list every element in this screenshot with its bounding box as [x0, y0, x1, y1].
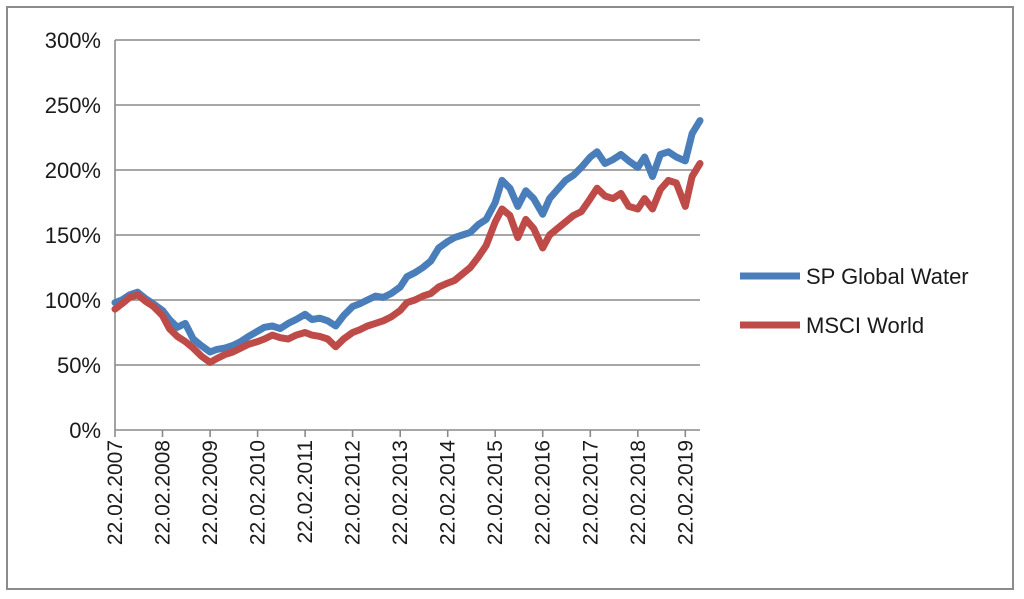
y-tick-labels: 0% 50% 100% 150% 200% 250% 300%	[45, 28, 101, 443]
x-tick-label: 22.02.2014	[437, 440, 460, 545]
x-tick-label: 22.02.2015	[484, 440, 507, 545]
axes	[114, 40, 700, 437]
x-tick-label: 22.02.2008	[151, 440, 174, 545]
x-tick-label: 22.02.2011	[294, 440, 317, 544]
legend: SP Global Water MSCI World	[740, 264, 969, 338]
legend-label: SP Global Water	[806, 264, 969, 289]
y-tick-label: 0%	[69, 418, 101, 443]
series-lines	[111, 117, 704, 366]
x-tick-label: 22.02.2010	[247, 440, 270, 545]
x-tick-label: 22.02.2017	[579, 440, 602, 545]
x-tick-label: 22.02.2016	[532, 440, 555, 545]
y-tick-label: 200%	[45, 158, 101, 183]
x-tick-label: 22.02.2009	[199, 440, 222, 545]
x-tick-label: 22.02.2019	[674, 440, 697, 545]
line-chart: 0%50%100%150%200%250%300% 22.02.2007 22.0…	[45, 28, 969, 545]
legend-label: MSCI World	[806, 313, 924, 338]
series-line-sp-global-water	[111, 117, 704, 356]
x-tick-label: 22.02.2012	[342, 440, 365, 545]
y-tick-label: 150%	[45, 223, 101, 248]
x-tick-label: 22.02.2018	[627, 440, 650, 545]
gridlines	[115, 39, 700, 366]
chart-frame: 0% 50% 100% 150% 200% 250% 300% 22.02.2007 22.0…	[6, 6, 1014, 590]
y-tick-label: 250%	[45, 93, 101, 118]
x-tick-label: 22.02.2013	[389, 440, 412, 545]
y-tick-label: 100%	[45, 288, 101, 313]
series-line-msci-world	[111, 160, 704, 366]
x-tick-labels: 22.02.2007 22.02.2008 22.02.2009 22.02.2010…	[104, 440, 697, 545]
y-tick-label: 50%	[57, 353, 101, 378]
x-tick-label: 22.02.2007	[104, 440, 127, 545]
y-tick-label: 300%	[45, 28, 101, 53]
